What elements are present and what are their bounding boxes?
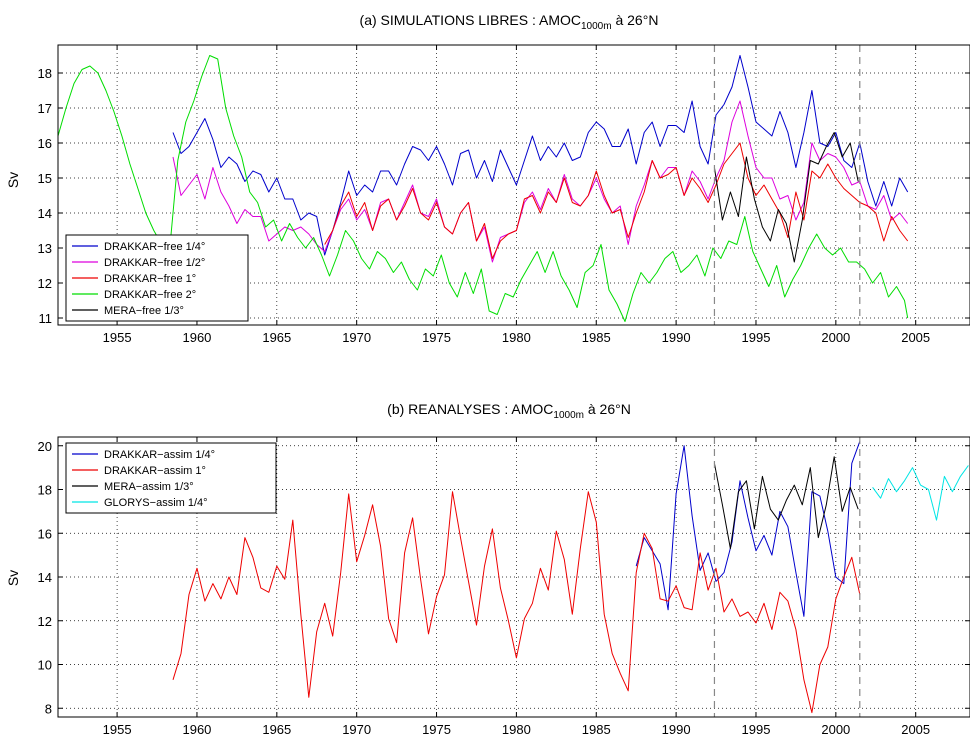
chart-a-grid bbox=[58, 45, 970, 325]
legend-a-label-4: MERA−free 1/3° bbox=[104, 305, 184, 317]
chart-b-xticks: 1955 1960 1965 1970 1975 1980 1985 1990 1995 2000… bbox=[103, 437, 930, 737]
x-tick-label: 1960 bbox=[182, 722, 211, 737]
legend-b-label-0: DRAKKAR−assim 1/4° bbox=[104, 449, 215, 461]
series-line-1 bbox=[172, 491, 861, 714]
chart-a-frame bbox=[57, 44, 970, 326]
y-tick-label: 16 bbox=[38, 526, 52, 541]
x-tick-label: 2000 bbox=[821, 330, 850, 345]
x-tick-label: 1980 bbox=[502, 722, 531, 737]
x-tick-label: 1995 bbox=[742, 722, 771, 737]
x-tick-label: 1975 bbox=[422, 330, 451, 345]
chart-b-title: (b) REANALYSES : AMOC1000m à 26°N bbox=[387, 401, 631, 421]
y-tick-label: 15 bbox=[38, 171, 52, 186]
legend-b-label-1: DRAKKAR−assim 1° bbox=[104, 465, 206, 477]
x-tick-label: 1955 bbox=[103, 330, 132, 345]
series-line-0 bbox=[172, 55, 909, 256]
y-tick-label: 14 bbox=[38, 570, 52, 585]
x-tick-label: 1965 bbox=[262, 330, 291, 345]
legend-a-label-3: DRAKKAR−free 2° bbox=[104, 289, 196, 301]
chart-b-dashed-lines bbox=[713, 437, 861, 717]
chart-a-title: (a) SIMULATIONS LIBRES : AMOC1000m à 26°… bbox=[360, 12, 659, 32]
series-line-4 bbox=[713, 132, 859, 263]
x-tick-label: 1990 bbox=[662, 722, 691, 737]
x-tick-label: 2005 bbox=[901, 722, 930, 737]
chart-a-yticks: 11 12 13 14 15 16 17 18 bbox=[38, 66, 970, 326]
x-tick-label: 2005 bbox=[901, 330, 930, 345]
x-tick-label: 1985 bbox=[582, 722, 611, 737]
chart-b-legend: DRAKKAR−assim 1/4° DRAKKAR−assim 1° MERA… bbox=[65, 442, 277, 514]
x-tick-label: 1995 bbox=[742, 330, 771, 345]
series-line-1 bbox=[172, 100, 909, 263]
legend-b-label-2: MERA−assim 1/3° bbox=[104, 481, 194, 493]
y-tick-label: 11 bbox=[39, 311, 53, 326]
x-tick-label: 2000 bbox=[821, 722, 850, 737]
x-tick-label: 1955 bbox=[103, 722, 132, 737]
y-tick-label: 12 bbox=[38, 276, 52, 291]
y-tick-label: 18 bbox=[38, 66, 52, 81]
chart-a-legend: DRAKKAR−free 1/4° DRAKKAR−free 1/2° DRAK… bbox=[65, 234, 249, 322]
series-line-0 bbox=[635, 441, 861, 617]
y-tick-label: 18 bbox=[38, 483, 52, 498]
chart-a-ylabel: Sv bbox=[5, 172, 21, 188]
legend-a-label-0: DRAKKAR−free 1/4° bbox=[104, 241, 205, 253]
y-tick-label: 13 bbox=[38, 241, 52, 256]
legend-a-label-2: DRAKKAR−free 1° bbox=[104, 273, 196, 285]
x-tick-label: 1970 bbox=[342, 330, 371, 345]
series-line-2 bbox=[324, 142, 909, 259]
x-tick-label: 1965 bbox=[262, 722, 291, 737]
chart-b-ylabel: Sv bbox=[5, 570, 21, 586]
y-tick-label: 20 bbox=[38, 439, 52, 454]
chart-a-plot-area bbox=[57, 55, 909, 322]
chart-panel-b: (b) REANALYSES : AMOC1000m à 26°N Sv 195… bbox=[5, 401, 970, 737]
x-tick-label: 1980 bbox=[502, 330, 531, 345]
y-tick-label: 17 bbox=[38, 101, 52, 116]
x-tick-label: 1960 bbox=[182, 330, 211, 345]
x-tick-label: 1970 bbox=[342, 722, 371, 737]
y-tick-label: 16 bbox=[38, 136, 52, 151]
y-tick-label: 10 bbox=[38, 658, 52, 673]
chart-a-dashed-lines bbox=[713, 45, 861, 325]
series-line-3 bbox=[872, 465, 969, 521]
chart-b-yticks: 8 10 12 14 16 18 20 bbox=[38, 439, 970, 716]
series-line-3 bbox=[57, 55, 909, 322]
x-tick-label: 1985 bbox=[582, 330, 611, 345]
x-tick-label: 1975 bbox=[422, 722, 451, 737]
y-tick-label: 12 bbox=[38, 614, 52, 629]
legend-a-label-1: DRAKKAR−free 1/2° bbox=[104, 257, 205, 269]
legend-b-label-3: GLORYS−assim 1/4° bbox=[104, 497, 208, 509]
y-tick-label: 8 bbox=[45, 701, 52, 716]
y-tick-label: 14 bbox=[38, 206, 52, 221]
series-line-2 bbox=[713, 456, 859, 550]
chart-panel-a: (a) SIMULATIONS LIBRES : AMOC1000m à 26°… bbox=[5, 12, 970, 345]
x-tick-label: 1990 bbox=[662, 330, 691, 345]
chart-b-plot-area bbox=[172, 441, 969, 714]
